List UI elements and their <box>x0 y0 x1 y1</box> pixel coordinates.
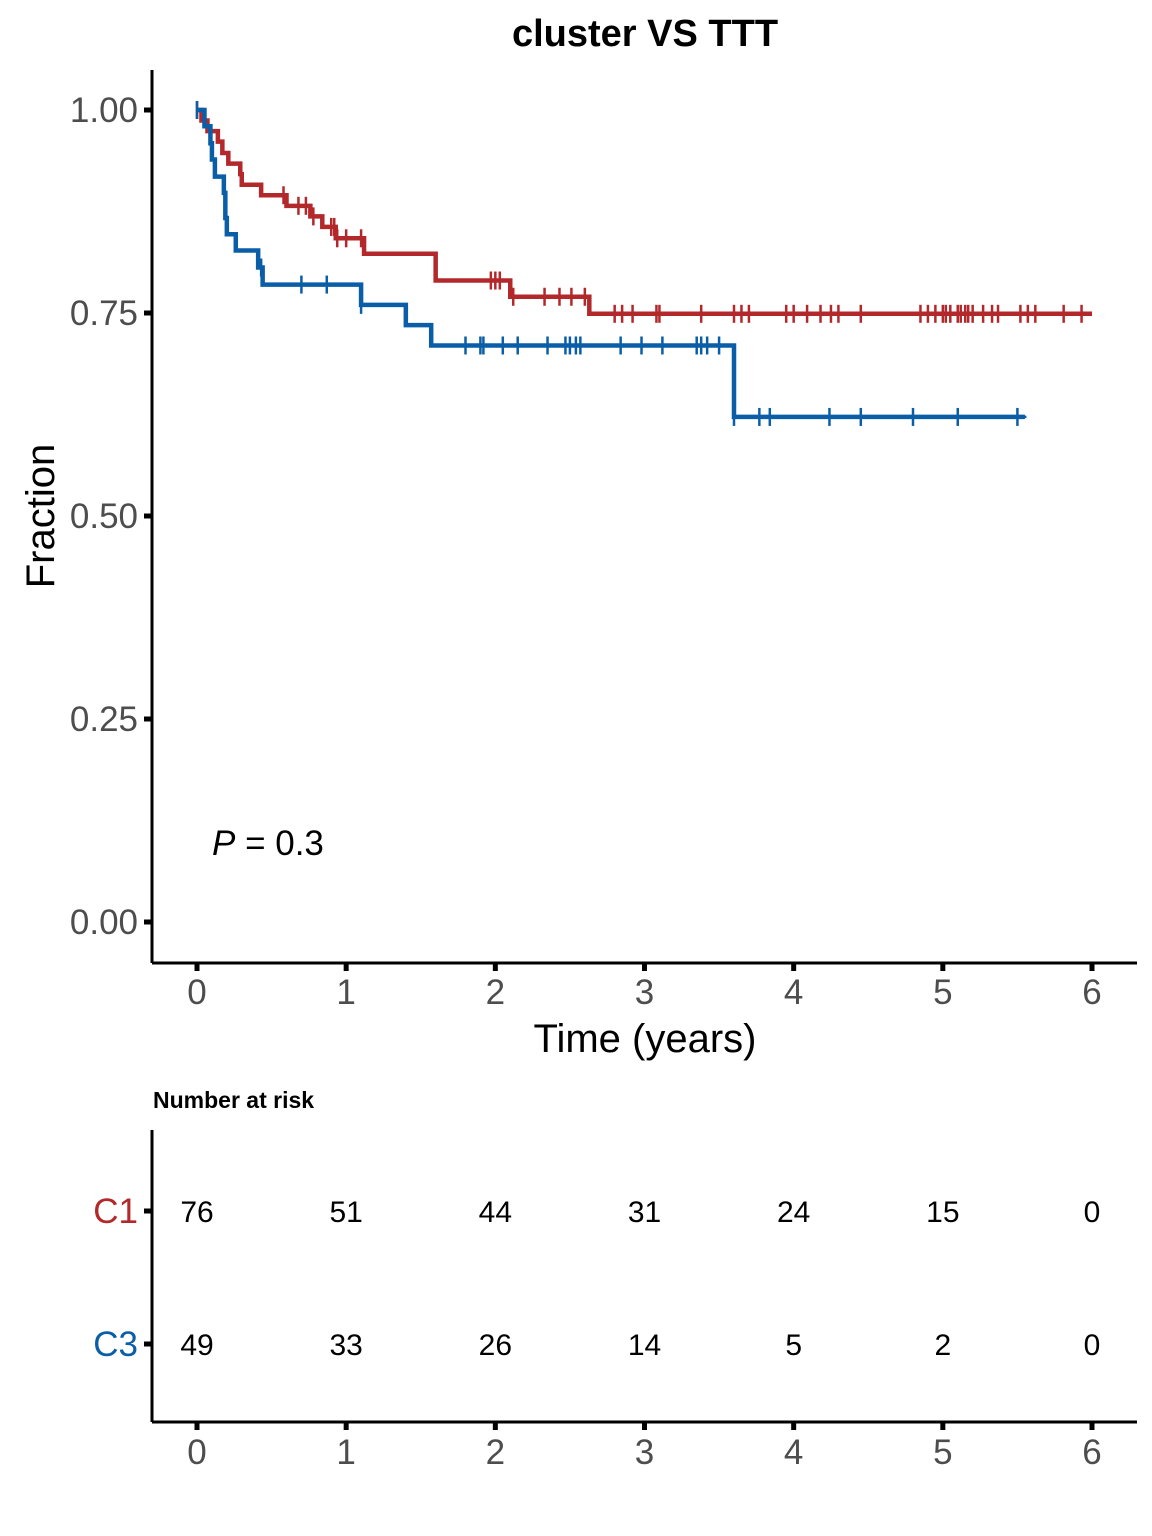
survival-curve-C3 <box>197 107 1025 420</box>
risk-count: 2 <box>934 1329 951 1362</box>
x-tick-label: 1 <box>336 973 355 1012</box>
risk-x-tick-label: 6 <box>1082 1433 1101 1472</box>
p-value-annotation: P = 0.3 <box>212 824 324 863</box>
survival-curve-C1 <box>197 107 1092 317</box>
x-tick-label: 2 <box>486 973 505 1012</box>
series-C3 <box>195 101 1027 426</box>
series-C1 <box>195 101 1092 323</box>
risk-x-tick-label: 0 <box>187 1433 206 1472</box>
risk-count: 14 <box>628 1329 661 1362</box>
risk-count: 33 <box>329 1329 362 1362</box>
y-tick-label: 0.25 <box>70 700 138 739</box>
risk-table-title: Number at risk <box>153 1087 314 1113</box>
risk-x-tick-label: 3 <box>635 1433 654 1472</box>
y-tick-label: 0.00 <box>70 903 138 942</box>
x-axis-label: Time (years) <box>534 1017 757 1061</box>
risk-row-label-C3: C3 <box>93 1325 138 1364</box>
risk-count: 51 <box>329 1196 362 1229</box>
risk-x-tick-label: 5 <box>933 1433 952 1472</box>
risk-count: 49 <box>180 1329 213 1362</box>
risk-count: 15 <box>926 1196 959 1229</box>
risk-x-tick-label: 1 <box>336 1433 355 1472</box>
p-value-text: = 0.3 <box>235 824 324 863</box>
risk-row-label-C1: C1 <box>93 1192 138 1231</box>
y-tick-label: 0.50 <box>70 497 138 536</box>
x-tick-label: 6 <box>1082 973 1101 1012</box>
risk-count: 24 <box>777 1196 810 1229</box>
risk-count: 26 <box>479 1329 512 1362</box>
risk-count: 0 <box>1084 1196 1101 1229</box>
x-tick-label: 0 <box>187 973 206 1012</box>
risk-x-tick-label: 2 <box>486 1433 505 1472</box>
x-tick-label: 4 <box>784 973 803 1012</box>
chart-title: cluster VS TTT <box>512 13 778 55</box>
x-tick-label: 5 <box>933 973 952 1012</box>
risk-count: 0 <box>1084 1329 1101 1362</box>
risk-count: 5 <box>785 1329 802 1362</box>
risk-count: 44 <box>479 1196 512 1229</box>
y-axis-label: Fraction <box>19 444 63 589</box>
risk-x-tick-label: 4 <box>784 1433 803 1472</box>
risk-count: 31 <box>628 1196 661 1229</box>
risk-count: 76 <box>180 1196 213 1229</box>
x-tick-label: 3 <box>635 973 654 1012</box>
y-tick-label: 1.00 <box>70 91 138 130</box>
p-value-symbol: P <box>212 824 236 863</box>
y-tick-label: 0.75 <box>70 294 138 333</box>
